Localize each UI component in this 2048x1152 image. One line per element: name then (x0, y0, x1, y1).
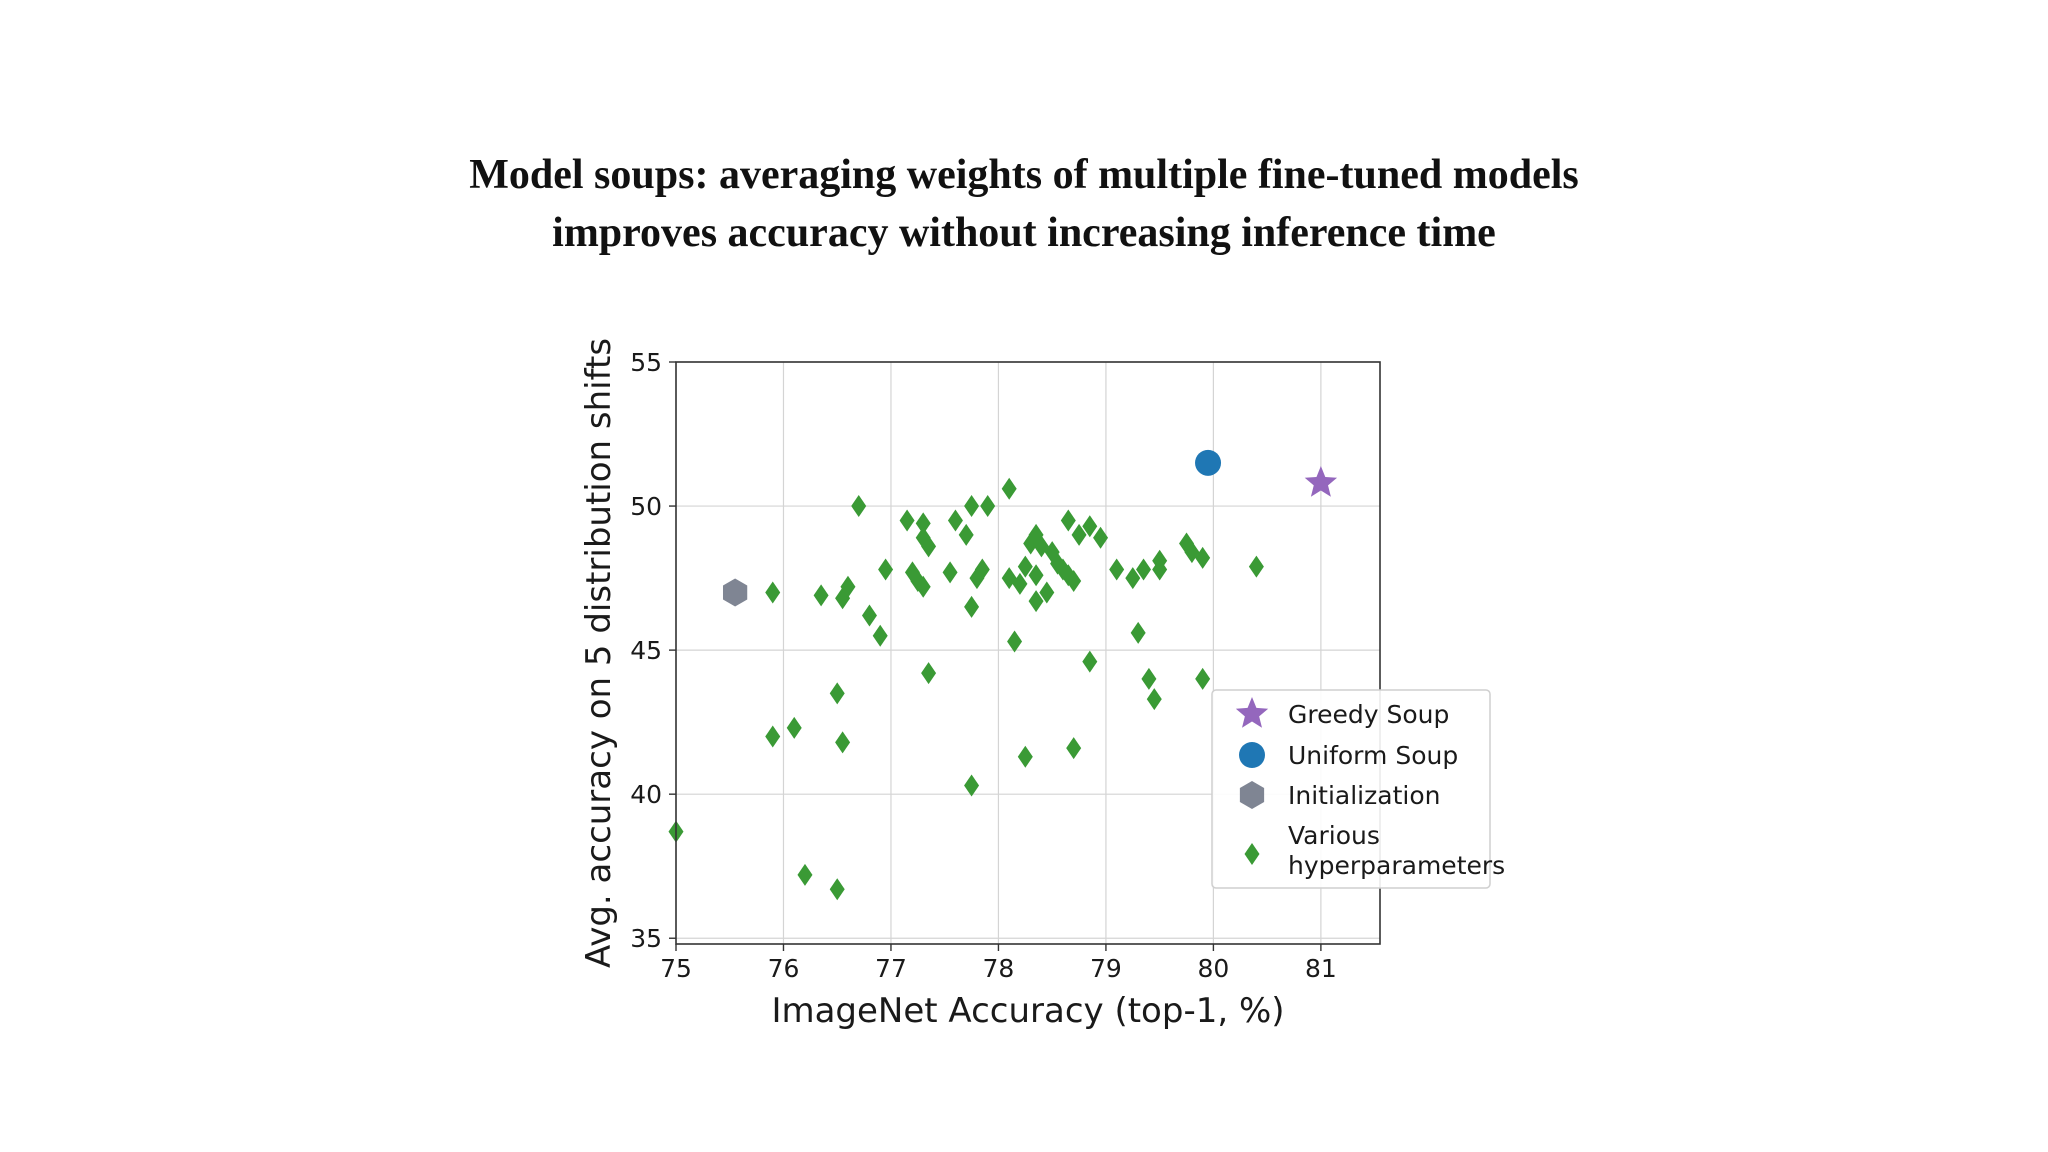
point-diamond (974, 558, 990, 581)
x-tick-label: 81 (1305, 954, 1337, 983)
title-line-1: Model soups: averaging weights of multip… (469, 152, 1579, 198)
point-diamond (1028, 564, 1044, 587)
y-tick-label: 40 (630, 780, 662, 809)
point-diamond (1012, 572, 1028, 595)
point-diamond (1017, 745, 1033, 768)
point-diamond (1125, 567, 1141, 590)
point-diamond (1017, 555, 1033, 578)
x-tick-label: 75 (660, 954, 692, 983)
point-diamond (872, 624, 888, 647)
data-points (668, 449, 1338, 901)
legend-box (1211, 689, 1491, 889)
point-diamond (1066, 569, 1082, 592)
point-diamond (786, 716, 802, 739)
point-diamond (958, 523, 974, 546)
point-diamond (1130, 621, 1146, 644)
legend: Greedy Soup Uniform Soup Initialization … (1211, 689, 1505, 889)
x-tick-label: 79 (1090, 954, 1122, 983)
point-diamond (964, 774, 980, 797)
point-diamond (915, 512, 931, 535)
point-diamond (1109, 558, 1125, 581)
point-diamond (840, 575, 856, 598)
point-diamond (765, 725, 781, 748)
point-diamond (1195, 667, 1211, 690)
point-diamond (878, 558, 894, 581)
point-diamond (1071, 523, 1087, 546)
point-diamond (921, 662, 937, 685)
point-diamond (861, 604, 877, 627)
point-diamond (1028, 590, 1044, 613)
point-diamond (829, 878, 845, 901)
point-diamond (765, 581, 781, 604)
legend-label-uniform-soup: Uniform Soup (1288, 741, 1458, 770)
point-diamond (813, 584, 829, 607)
point-diamond (1001, 477, 1017, 500)
point-diamond (1039, 581, 1055, 604)
title-line-2: improves accuracy without increasing inf… (552, 210, 1496, 256)
x-tick-label: 76 (768, 954, 800, 983)
point-diamond (921, 535, 937, 558)
point-diamond (964, 495, 980, 518)
x-tick-label: 77 (875, 954, 907, 983)
y-tick-label: 45 (630, 636, 662, 665)
point-circle (1195, 449, 1222, 476)
legend-marker-circle (1239, 742, 1265, 768)
point-diamond (1136, 558, 1152, 581)
x-axis-label: ImageNet Accuracy (top-1, %) (771, 991, 1284, 1031)
x-tick-label: 80 (1197, 954, 1229, 983)
point-diamond (1082, 650, 1098, 673)
legend-marker-hexagon (1239, 781, 1265, 809)
plot-frame (675, 361, 1381, 945)
point-diamond (942, 561, 958, 584)
legend-label-various-line-2: hyperparameters (1288, 851, 1505, 880)
point-diamond (1152, 558, 1168, 581)
x-tick-label: 78 (983, 954, 1015, 983)
point-diamond (1093, 526, 1109, 549)
point-diamond (964, 595, 980, 618)
point-diamond (1082, 515, 1098, 538)
point-diamond (1066, 737, 1082, 760)
legend-marker-diamond (1244, 843, 1260, 865)
legend-label-initialization: Initialization (1288, 781, 1440, 810)
point-diamond (851, 495, 867, 518)
point-diamond (1195, 546, 1211, 569)
y-tick-label: 55 (630, 348, 662, 377)
point-diamond (947, 509, 963, 532)
y-tick-label: 35 (630, 924, 662, 953)
point-star (1304, 466, 1338, 497)
point-diamond (980, 495, 996, 518)
point-diamond (1007, 630, 1023, 653)
point-diamond (797, 863, 813, 886)
y-axis-label: Avg. accuracy on 5 distribution shifts (579, 338, 619, 968)
axis-ticks: 75 76 77 78 79 80 81 35 40 45 50 55 (630, 348, 1337, 983)
point-diamond (899, 509, 915, 532)
slide-title: Model soups: averaging weights of multip… (0, 146, 2048, 262)
point-diamond (915, 575, 931, 598)
point-diamond (835, 731, 851, 754)
point-diamond (1060, 509, 1076, 532)
y-tick-label: 50 (630, 492, 662, 521)
point-diamond (1146, 688, 1162, 711)
legend-label-greedy-soup: Greedy Soup (1288, 700, 1449, 729)
point-diamond (1141, 667, 1157, 690)
legend-marker-star (1235, 697, 1269, 728)
point-diamond (1248, 555, 1264, 578)
point-hexagon (722, 578, 748, 607)
legend-label-various-line-1: Various (1288, 821, 1380, 850)
point-diamond (829, 682, 845, 705)
